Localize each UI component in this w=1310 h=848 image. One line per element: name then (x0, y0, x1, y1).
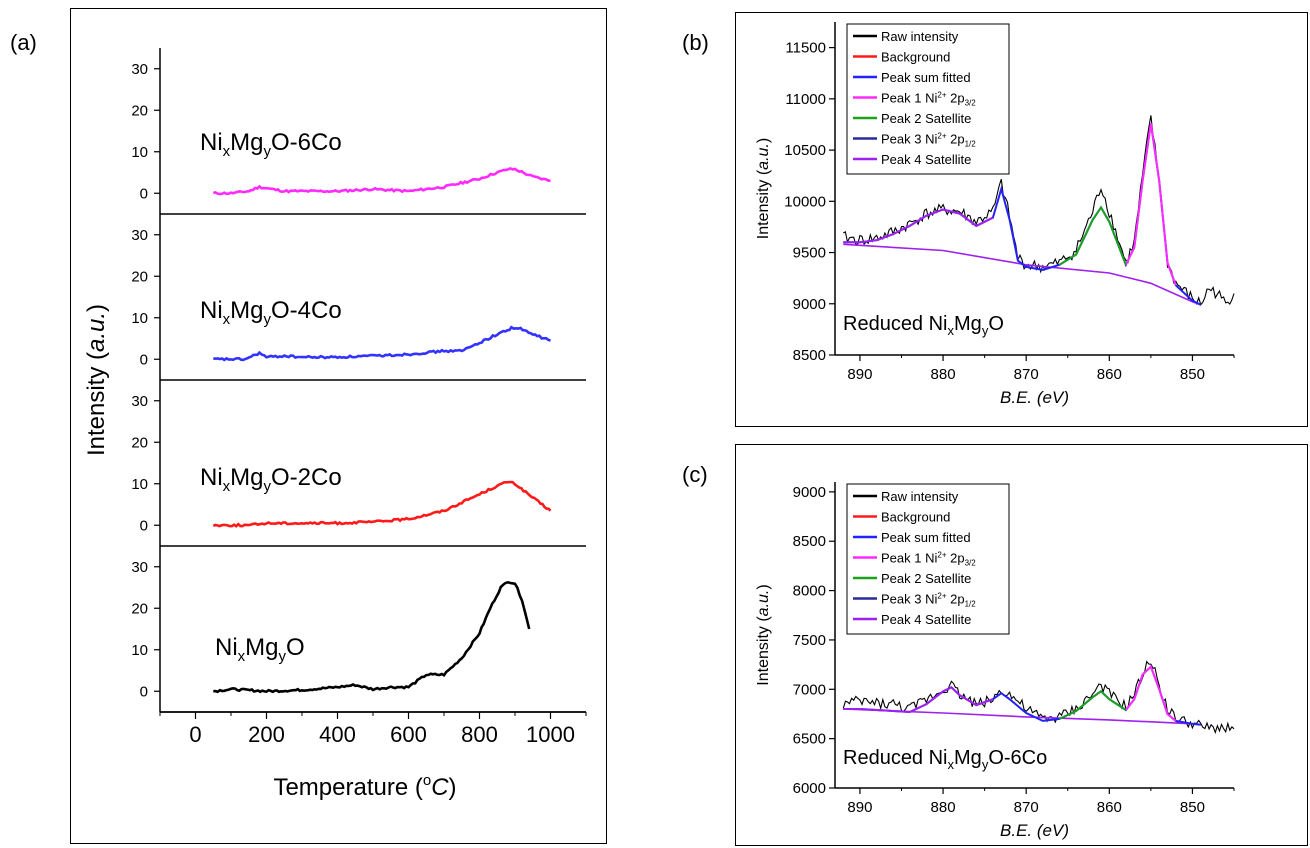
y-tick-label: 7500 (793, 632, 826, 649)
x-tick-label: 850 (1180, 799, 1205, 816)
x-tick-label: 860 (1097, 799, 1122, 816)
sample-annotation: Reduced NixMgyO-6Co (843, 747, 1047, 772)
legend-label: Peak 2 Satellite (881, 571, 971, 586)
x-axis-label: B.E. (eV) (1000, 821, 1069, 840)
legend-label: Peak 3 Ni2+ 2p1/2 (881, 592, 976, 609)
y-axis-label: Intensity (a.u.) (755, 584, 772, 685)
legend-label: Peak 1 Ni2+ 2p3/2 (881, 551, 976, 568)
x-tick-label: 890 (847, 799, 872, 816)
y-tick-label: 9000 (793, 484, 826, 501)
x-tick-label: 880 (931, 799, 956, 816)
y-tick-label: 8500 (793, 533, 826, 550)
y-tick-label: 7000 (793, 681, 826, 698)
y-tick-label: 6500 (793, 731, 826, 748)
x-tick-label: 870 (1014, 799, 1039, 816)
legend-label: Peak sum fitted (881, 530, 971, 545)
legend-label: Background (881, 510, 950, 525)
legend-label: Raw intensity (881, 489, 959, 504)
y-tick-label: 8000 (793, 583, 826, 600)
y-tick-label: 6000 (793, 780, 826, 797)
legend-label: Peak 4 Satellite (881, 612, 971, 627)
